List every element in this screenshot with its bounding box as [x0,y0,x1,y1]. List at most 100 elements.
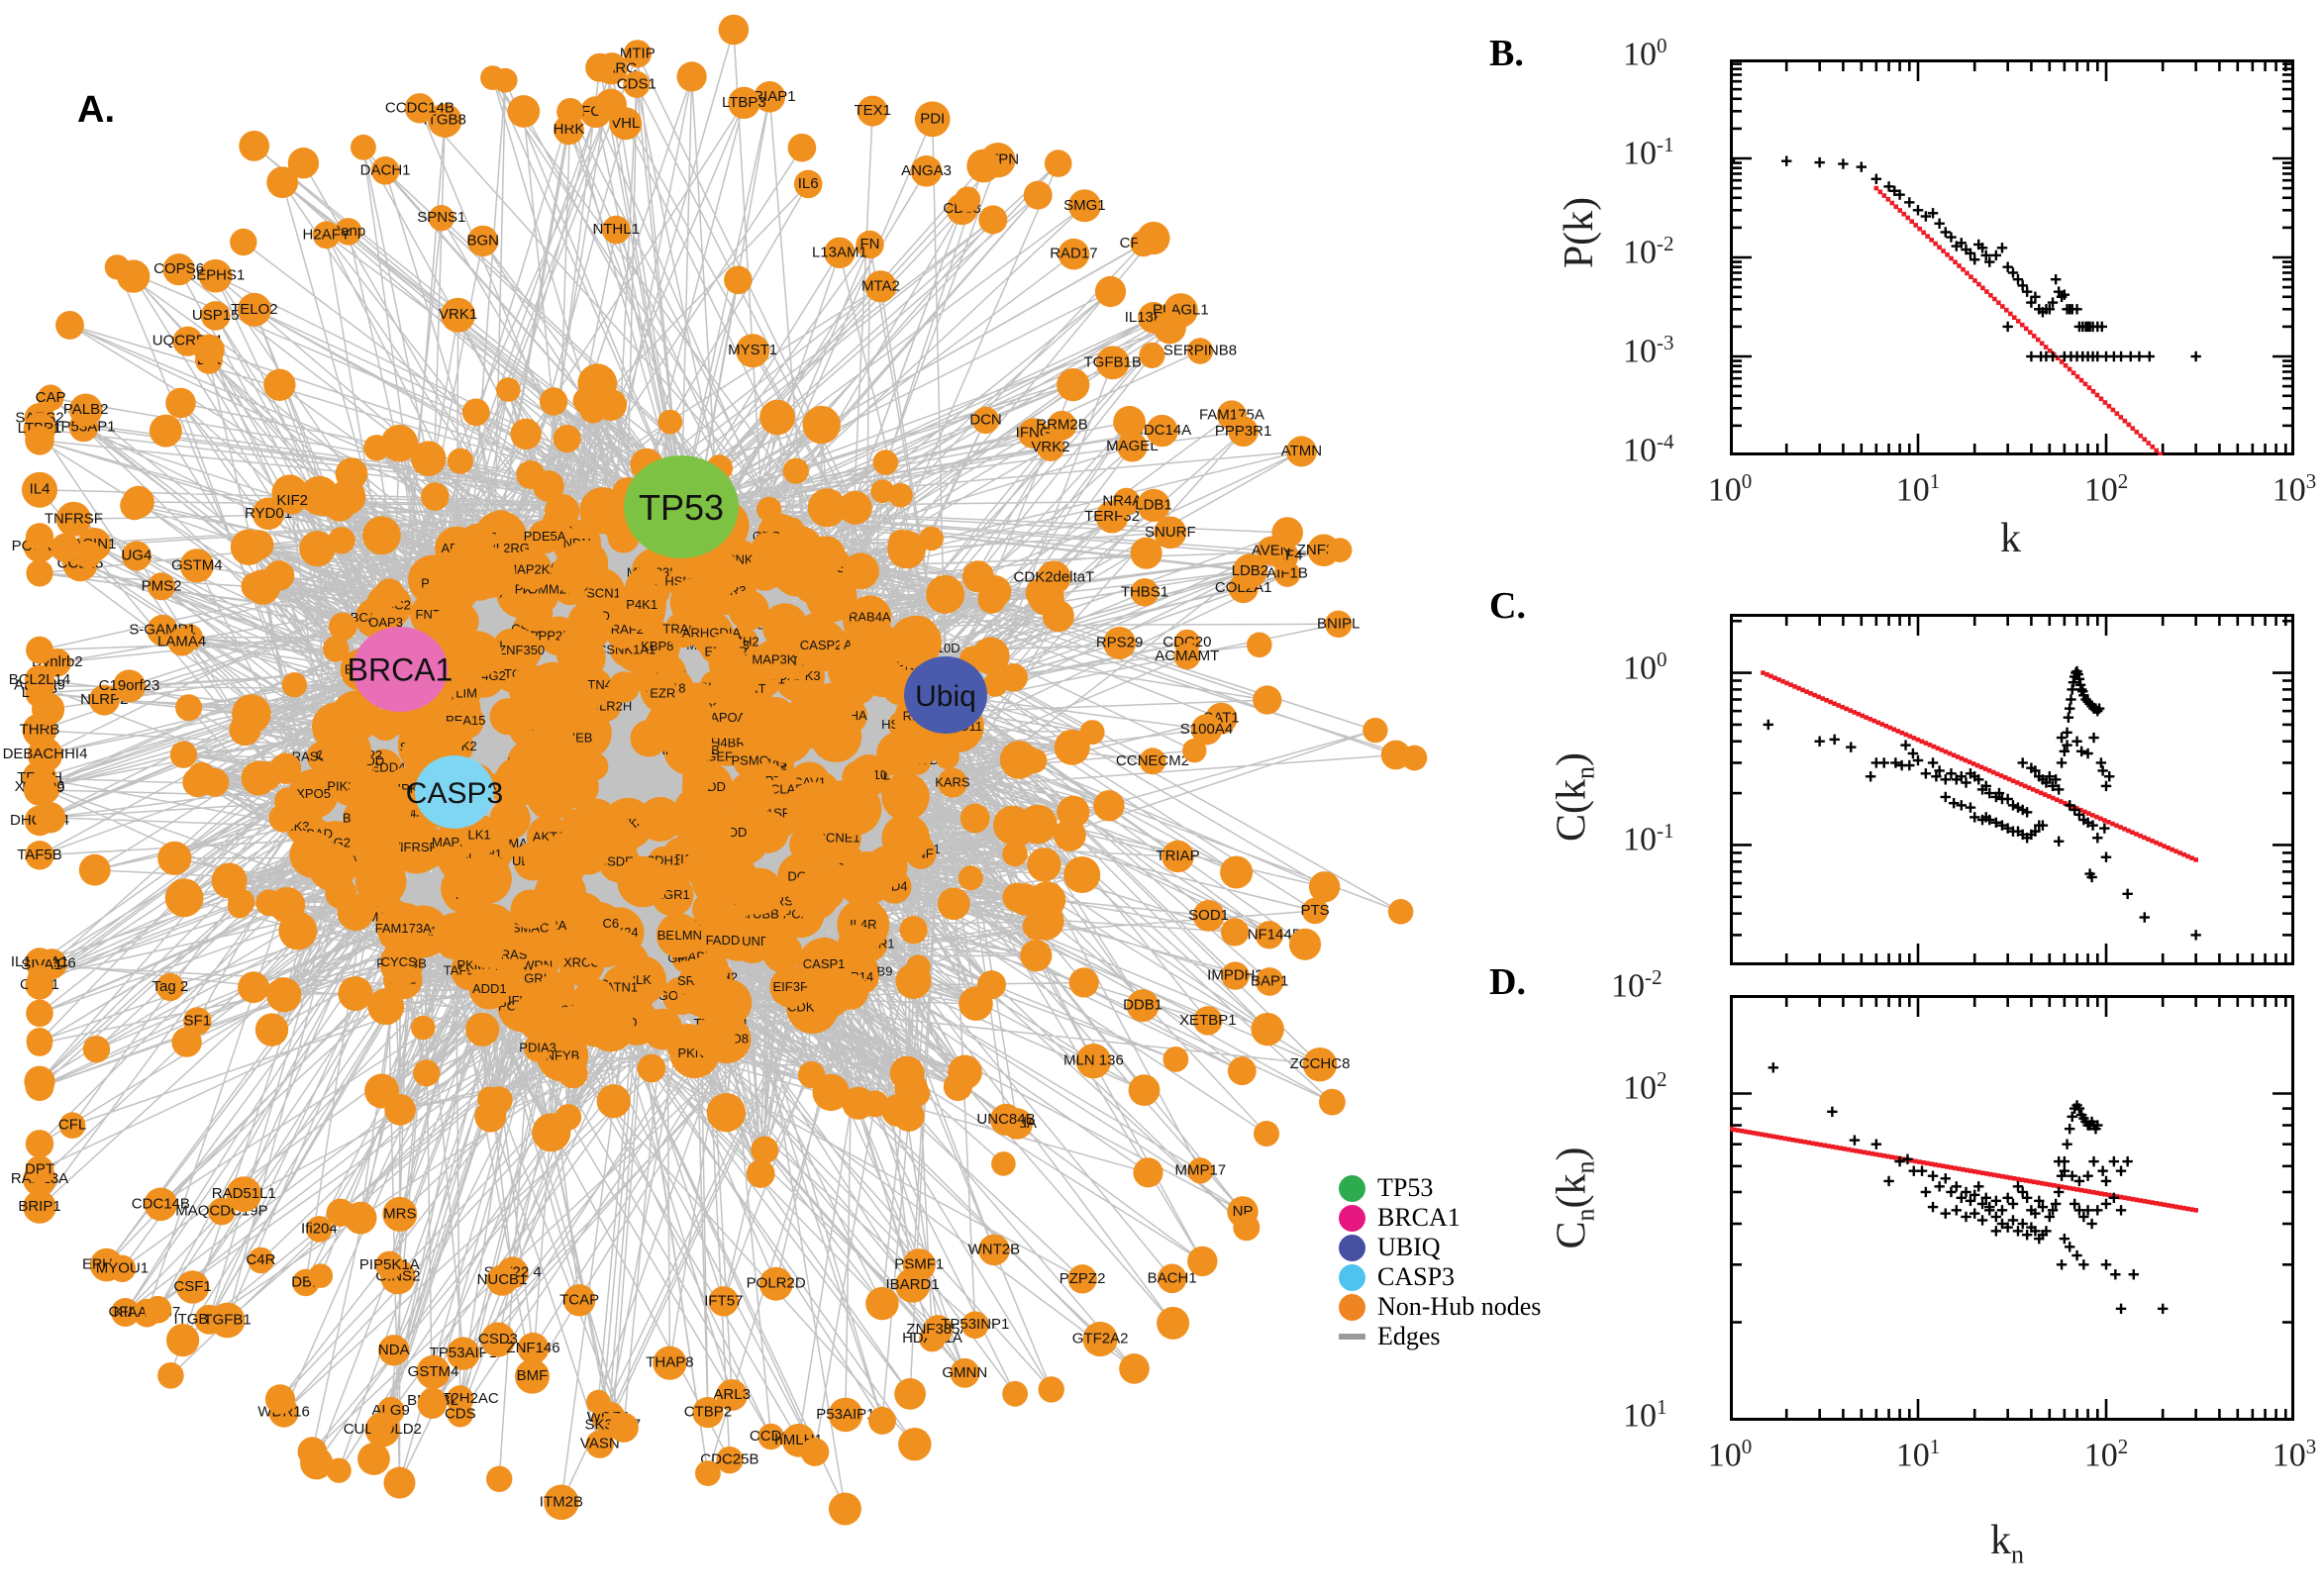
network-node[interactable] [1139,748,1166,775]
network-node[interactable] [609,931,638,959]
network-node[interactable] [510,889,551,930]
network-node[interactable] [617,855,668,908]
network-node[interactable] [1285,436,1317,467]
network-node[interactable] [1221,961,1250,990]
network-node[interactable] [1157,1263,1187,1294]
network-node[interactable] [828,1397,863,1433]
network-node[interactable] [993,805,1033,846]
network-node[interactable] [1193,1006,1223,1036]
network-node[interactable] [667,692,713,738]
network-node[interactable] [380,424,419,462]
network-node[interactable] [362,516,401,555]
network-node[interactable] [459,523,495,559]
network-node[interactable] [1233,1214,1261,1242]
network-node[interactable] [417,1389,448,1419]
network-node[interactable] [26,636,53,664]
network-node[interactable] [522,684,572,735]
network-node[interactable] [642,1008,683,1050]
network-node[interactable] [977,585,1006,614]
network-node[interactable] [706,1093,747,1133]
network-node[interactable] [544,1484,579,1521]
network-node[interactable] [399,824,447,871]
network-node[interactable] [971,406,1000,435]
network-node[interactable] [999,741,1039,779]
network-node[interactable] [23,1190,56,1224]
network-node[interactable] [919,526,944,551]
network-node[interactable] [977,970,1006,1000]
network-node[interactable] [82,1036,111,1063]
network-node[interactable] [556,98,584,126]
network-node[interactable] [769,966,811,1008]
network-node[interactable] [351,134,376,160]
network-node[interactable] [268,804,298,833]
network-node[interactable] [230,529,267,565]
network-node[interactable] [1020,940,1053,972]
network-node[interactable] [461,853,512,904]
network-node[interactable] [447,1401,473,1428]
network-node[interactable] [120,491,150,521]
network-node[interactable] [899,916,928,945]
network-node[interactable] [728,86,760,120]
network-node[interactable] [1036,433,1065,461]
network-node[interactable] [1057,795,1090,829]
network-node[interactable] [169,741,198,768]
network-node[interactable] [1254,1121,1279,1147]
network-node[interactable] [226,1176,262,1213]
network-node[interactable] [25,426,54,455]
network-node[interactable] [1182,738,1207,763]
network-node[interactable] [1255,921,1284,949]
network-node[interactable] [474,1100,507,1133]
network-node[interactable] [1228,416,1259,448]
network-node[interactable] [489,698,527,736]
network-node[interactable] [1130,578,1160,607]
network-node[interactable] [857,623,902,668]
network-node[interactable] [857,95,888,127]
network-node[interactable] [517,595,554,632]
network-node[interactable] [716,1446,744,1474]
network-node[interactable] [637,1053,666,1083]
network-node[interactable] [1137,488,1170,523]
network-node[interactable] [442,921,476,955]
network-node[interactable] [465,1012,500,1047]
network-node[interactable] [728,589,769,631]
network-node[interactable] [759,399,795,436]
network-node[interactable] [1363,717,1388,744]
network-node[interactable] [510,418,542,450]
network-node[interactable] [179,549,214,583]
network-node[interactable] [517,1332,550,1364]
network-node[interactable] [248,1247,274,1274]
network-node[interactable] [594,813,634,853]
network-node[interactable] [321,726,372,777]
network-node[interactable] [121,541,152,571]
network-node[interactable] [241,760,276,796]
network-node[interactable] [923,1315,954,1345]
network-node[interactable] [382,1196,418,1232]
network-node[interactable] [1157,1306,1190,1340]
network-node[interactable] [344,1201,377,1235]
network-node[interactable] [511,549,553,590]
network-node[interactable] [264,1384,296,1415]
network-node[interactable] [370,156,400,185]
network-node[interactable] [507,95,541,128]
network-node[interactable] [894,1378,926,1410]
network-node[interactable] [410,441,447,477]
network-node[interactable] [447,448,473,474]
network-node[interactable] [1075,1044,1112,1079]
network-node[interactable] [1146,414,1178,448]
network-node[interactable] [682,761,715,794]
network-node[interactable] [254,1013,289,1047]
network-node[interactable] [182,766,213,798]
network-node[interactable] [167,628,196,656]
network-node[interactable] [808,874,845,911]
network-node[interactable] [553,425,581,453]
network-node[interactable] [1220,855,1254,889]
network-node[interactable] [786,781,841,836]
network-node[interactable] [308,1263,334,1288]
network-node[interactable] [1119,1353,1150,1384]
network-node[interactable] [515,1358,550,1394]
network-node[interactable] [1067,1264,1097,1294]
network-node[interactable] [501,630,543,671]
network-node[interactable] [888,616,942,669]
network-node[interactable] [577,363,618,404]
network-node[interactable] [758,1423,784,1450]
